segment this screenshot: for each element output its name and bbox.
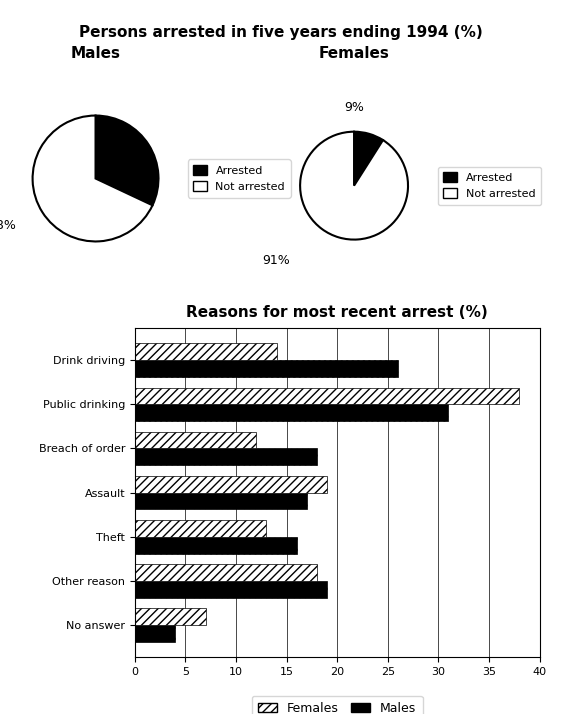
Text: 9%: 9% bbox=[344, 101, 364, 114]
Bar bbox=[135, 388, 519, 404]
Bar bbox=[135, 343, 277, 360]
Text: Males: Males bbox=[71, 46, 120, 61]
Bar bbox=[135, 493, 307, 510]
Legend: Females, Males: Females, Males bbox=[252, 696, 423, 714]
Text: Persons arrested in five years ending 1994 (%): Persons arrested in five years ending 19… bbox=[79, 25, 483, 40]
Text: 91%: 91% bbox=[262, 254, 290, 267]
Legend: Arrested, Not arrested: Arrested, Not arrested bbox=[188, 159, 291, 198]
Wedge shape bbox=[300, 131, 408, 240]
Wedge shape bbox=[33, 116, 152, 241]
Bar bbox=[135, 360, 398, 377]
Wedge shape bbox=[96, 116, 158, 206]
Bar bbox=[135, 625, 175, 642]
Legend: Arrested, Not arrested: Arrested, Not arrested bbox=[438, 166, 541, 205]
Bar bbox=[135, 404, 448, 421]
Bar bbox=[135, 537, 297, 553]
Bar bbox=[135, 432, 256, 448]
Bar bbox=[135, 564, 317, 581]
Text: Females: Females bbox=[319, 46, 389, 61]
Text: 68%: 68% bbox=[0, 219, 16, 232]
Bar bbox=[135, 581, 327, 598]
Title: Reasons for most recent arrest (%): Reasons for most recent arrest (%) bbox=[187, 306, 488, 321]
Bar bbox=[135, 520, 266, 537]
Bar bbox=[135, 476, 327, 493]
Bar bbox=[135, 448, 317, 466]
Bar bbox=[135, 608, 206, 625]
Wedge shape bbox=[354, 131, 383, 186]
Text: 32%: 32% bbox=[103, 150, 131, 163]
